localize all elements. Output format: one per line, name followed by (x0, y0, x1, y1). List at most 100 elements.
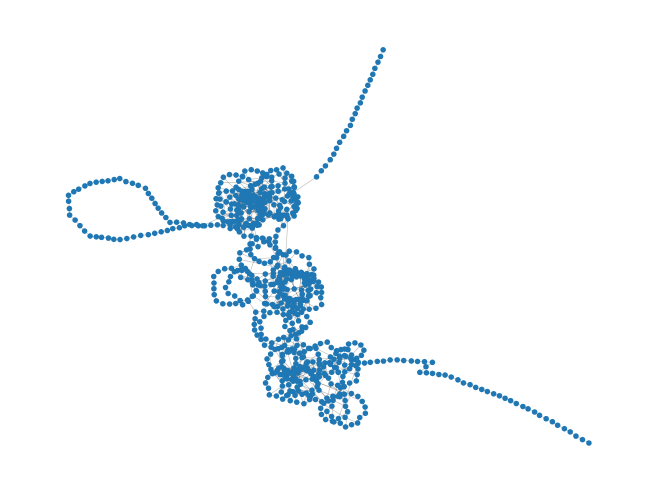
node (292, 310, 298, 316)
node (331, 419, 337, 425)
node (331, 356, 337, 363)
node (278, 363, 285, 370)
node (348, 361, 355, 368)
node (296, 350, 303, 357)
node (272, 239, 279, 245)
node (279, 383, 286, 389)
node (364, 82, 371, 89)
node (472, 384, 479, 391)
node (176, 224, 183, 231)
node (244, 297, 251, 303)
node (142, 185, 149, 192)
node (561, 425, 568, 432)
node (306, 254, 312, 261)
node (276, 277, 283, 283)
node (248, 233, 254, 239)
node (408, 358, 415, 364)
node (336, 139, 343, 146)
node (337, 384, 344, 391)
node (288, 173, 295, 180)
node (328, 369, 335, 376)
node (158, 210, 165, 216)
node (259, 206, 265, 213)
node (291, 286, 298, 292)
node (328, 413, 335, 420)
edge (220, 180, 272, 184)
node (295, 296, 302, 303)
node (307, 292, 313, 299)
node (315, 279, 322, 285)
node (275, 336, 282, 343)
node (261, 342, 268, 348)
node (313, 378, 320, 384)
node (306, 261, 313, 268)
node (496, 392, 503, 399)
node (313, 305, 319, 312)
node (235, 196, 242, 202)
node (255, 243, 261, 250)
node (256, 258, 262, 265)
node (265, 194, 272, 201)
node (215, 184, 221, 191)
node (312, 396, 319, 403)
node (246, 215, 253, 222)
node (116, 175, 123, 182)
node (295, 388, 302, 394)
node (336, 359, 342, 366)
node (394, 357, 400, 363)
node (284, 206, 290, 213)
node (275, 182, 281, 189)
node (306, 281, 312, 287)
node (377, 53, 384, 60)
node (370, 71, 376, 78)
node (200, 222, 206, 229)
node (317, 294, 324, 301)
node (280, 357, 286, 364)
node (117, 236, 123, 243)
node (417, 369, 423, 376)
node (478, 386, 485, 393)
node (291, 213, 297, 219)
edge (292, 176, 317, 193)
node (355, 366, 361, 372)
node (421, 358, 428, 365)
node (65, 198, 72, 205)
node (289, 371, 296, 377)
node (348, 390, 355, 397)
node (299, 253, 305, 259)
node (251, 321, 258, 328)
node (513, 400, 520, 407)
node (98, 234, 105, 241)
node (158, 229, 164, 235)
node (283, 369, 289, 375)
node (211, 285, 217, 292)
node (137, 232, 144, 239)
node (292, 375, 299, 382)
node (380, 47, 386, 53)
node (325, 398, 332, 404)
node (300, 341, 307, 348)
node (65, 192, 72, 199)
node (186, 221, 193, 228)
node (372, 65, 378, 72)
node (282, 264, 288, 270)
node (282, 279, 288, 285)
node (273, 233, 279, 240)
node (274, 309, 280, 316)
node (324, 339, 331, 345)
node (295, 318, 302, 324)
node (93, 179, 99, 185)
node (283, 252, 289, 258)
node (257, 189, 263, 196)
node (251, 255, 258, 262)
node (254, 215, 261, 222)
node (436, 371, 442, 378)
node (429, 359, 436, 366)
node (272, 346, 278, 353)
node (306, 306, 312, 312)
node (285, 381, 292, 388)
node (237, 274, 244, 281)
node (310, 359, 316, 365)
node (266, 392, 273, 398)
node (226, 171, 233, 178)
